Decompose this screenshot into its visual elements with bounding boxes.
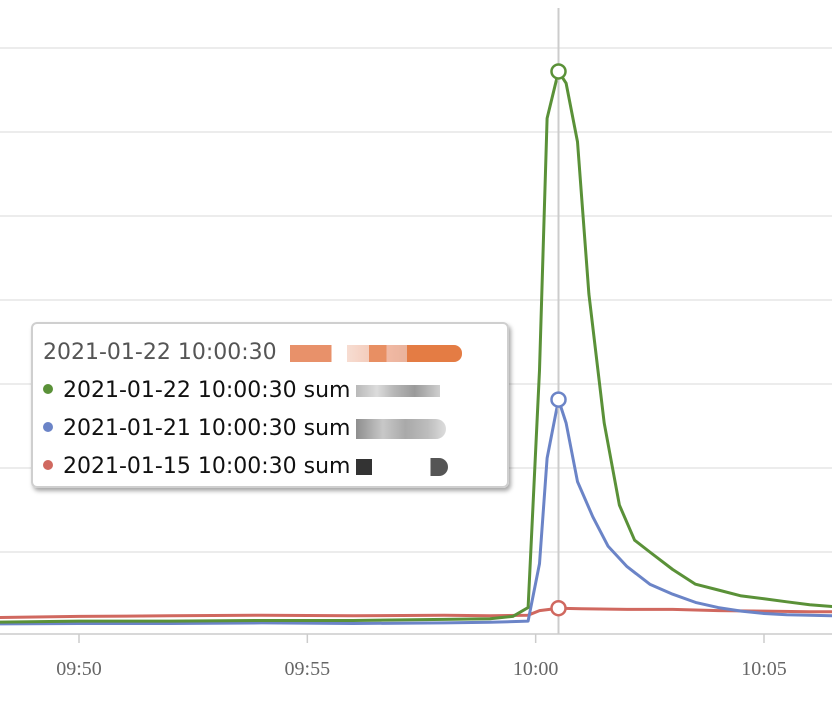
- series-line: [0, 398, 832, 626]
- tooltip-row-label: 2021-01-15 10:00:30 sum: [63, 454, 351, 479]
- tooltip-row-blue: 2021-01-21 10:00:30 sum: [43, 410, 497, 448]
- data-point-marker: [550, 599, 567, 617]
- redacted-value: [378, 458, 449, 476]
- tooltip-row-label: 2021-01-21 10:00:30 sum: [63, 416, 351, 441]
- redacted-value: [356, 385, 441, 397]
- x-tick-label: 10:00: [513, 658, 559, 680]
- tooltip: 2021-01-22 10:00:30 2021-01-22 10:00:30 …: [31, 322, 509, 488]
- redacted-value: [289, 344, 462, 362]
- x-tick-label: 09:50: [56, 658, 102, 680]
- series-lines: [0, 69, 832, 626]
- tooltip-row-red: 2021-01-15 10:00:30 sum: [43, 448, 497, 486]
- crosshair-markers: [550, 8, 567, 634]
- data-point-marker: [550, 63, 567, 80]
- series-line: [0, 69, 832, 624]
- tooltip-row-green: 2021-01-22 10:00:30 sum: [43, 372, 497, 410]
- x-tick-label: 09:55: [285, 658, 331, 680]
- x-tick-label: 10:05: [741, 658, 787, 680]
- redacted-value: [356, 419, 447, 439]
- legend-dot-red: [43, 460, 53, 470]
- data-point-marker: [550, 391, 567, 408]
- tooltip-header-time: 2021-01-22 10:00:30: [43, 340, 277, 365]
- tooltip-row-label: 2021-01-22 10:00:30 sum: [63, 378, 351, 403]
- tooltip-header: 2021-01-22 10:00:30: [43, 338, 497, 372]
- redacted-value: [356, 459, 373, 475]
- series-line: [0, 606, 832, 619]
- x-axis: 09:50 09:55 10:00 10:05: [0, 633, 832, 680]
- legend-dot-green: [43, 384, 53, 394]
- legend-dot-blue: [43, 422, 53, 432]
